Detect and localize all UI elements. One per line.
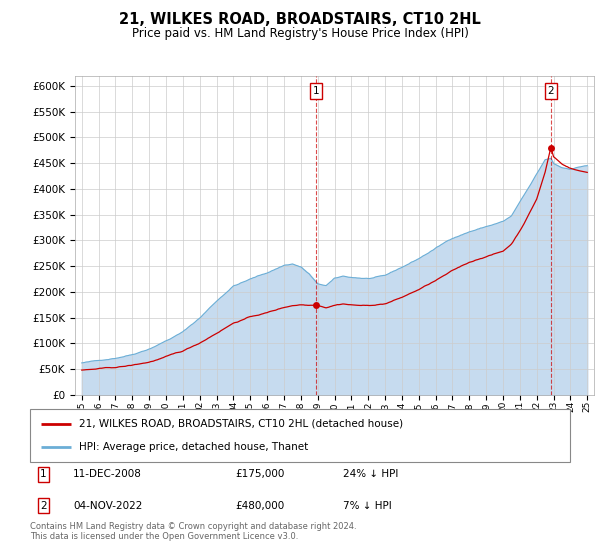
Text: 11-DEC-2008: 11-DEC-2008 [73,469,142,479]
Text: Contains HM Land Registry data © Crown copyright and database right 2024.
This d: Contains HM Land Registry data © Crown c… [30,522,356,542]
Text: £480,000: £480,000 [235,501,284,511]
Text: 24% ↓ HPI: 24% ↓ HPI [343,469,398,479]
Text: 2: 2 [40,501,47,511]
Text: 21, WILKES ROAD, BROADSTAIRS, CT10 2HL: 21, WILKES ROAD, BROADSTAIRS, CT10 2HL [119,12,481,27]
Text: HPI: Average price, detached house, Thanet: HPI: Average price, detached house, Than… [79,442,308,452]
Text: 04-NOV-2022: 04-NOV-2022 [73,501,143,511]
Text: 21, WILKES ROAD, BROADSTAIRS, CT10 2HL (detached house): 21, WILKES ROAD, BROADSTAIRS, CT10 2HL (… [79,419,403,429]
Text: 2: 2 [548,86,554,96]
Text: Price paid vs. HM Land Registry's House Price Index (HPI): Price paid vs. HM Land Registry's House … [131,27,469,40]
FancyBboxPatch shape [30,409,570,462]
Text: 1: 1 [313,86,320,96]
Text: 7% ↓ HPI: 7% ↓ HPI [343,501,392,511]
Text: 1: 1 [40,469,47,479]
Text: £175,000: £175,000 [235,469,284,479]
